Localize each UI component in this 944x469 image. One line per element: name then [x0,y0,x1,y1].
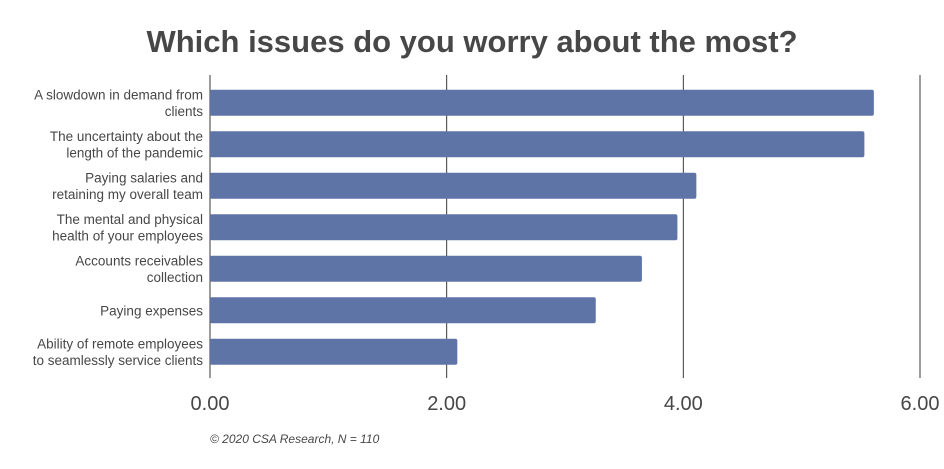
category-label-line: Paying expenses [100,303,203,318]
category-label: Paying salaries and retaining my overall … [52,171,203,203]
bar [210,131,865,158]
x-tick-label: 2.00 [427,393,466,415]
bars [210,89,874,365]
category-label-line: health of your employees [52,229,203,244]
category-label: Accounts receivables collection [75,254,203,286]
x-tick-label: 6.00 [901,393,940,415]
category-label-line: Paying salaries and [85,171,203,186]
footnote: © 2020 CSA Research, N = 110 [210,432,380,446]
category-label: The mental and physical health of your em… [52,212,203,244]
category-labels: A slowdown in demand from clients The unce… [33,88,204,369]
bar [210,89,874,116]
bar [210,214,678,241]
category-label-line: Ability of remote employees [37,337,203,352]
bar [210,338,458,365]
x-axis-ticks: 0.00 2.00 4.00 6.00 [191,393,940,415]
category-label-line: The mental and physical [57,212,203,227]
category-label-line: retaining my overall team [52,187,203,202]
category-label: Ability of remote employees to seamlessly… [33,337,204,369]
category-label-line: Accounts receivables [75,254,203,269]
category-label: A slowdown in demand from clients [34,88,203,120]
chart-title: Which issues do you worry about the most… [146,24,797,59]
bar [210,255,642,282]
x-tick-label: 4.00 [664,393,703,415]
category-label-line: A slowdown in demand from [34,88,203,103]
category-label: Paying expenses [100,303,203,318]
category-label-line: clients [165,104,204,119]
category-label: The uncertainty about the length of the p… [50,129,203,161]
category-label-line: collection [147,270,203,285]
bar [210,297,596,324]
x-tick-label: 0.00 [191,393,230,415]
bar [210,172,697,199]
category-label-line: to seamlessly service clients [33,353,204,368]
category-label-line: length of the pandemic [66,146,203,161]
category-label-line: The uncertainty about the [50,129,203,144]
